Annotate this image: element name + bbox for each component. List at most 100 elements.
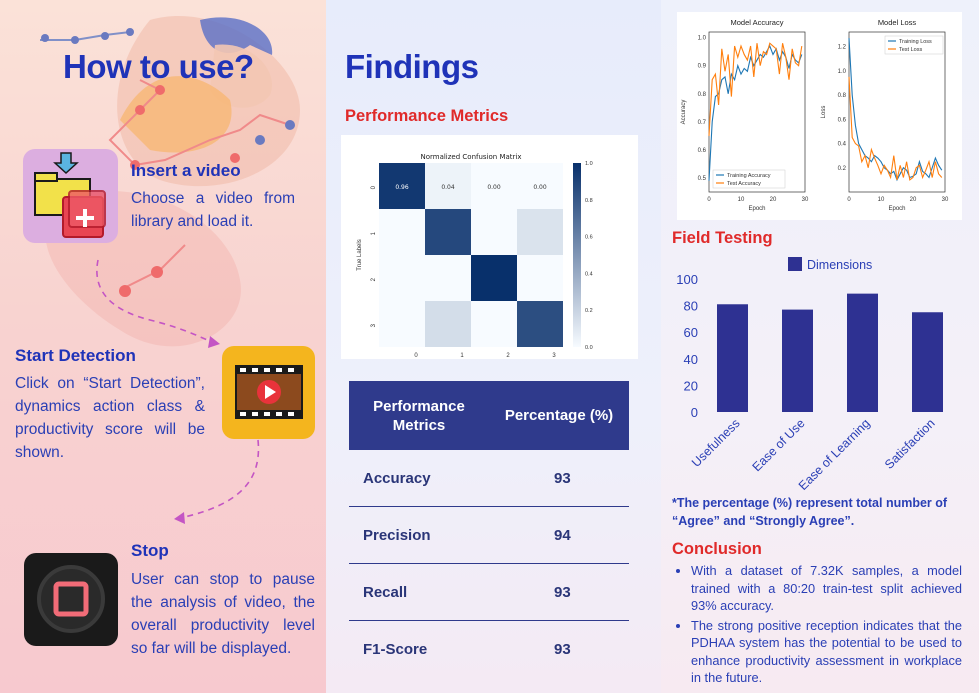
matrix-cell — [471, 301, 517, 347]
insert-video-tile[interactable] — [23, 149, 118, 243]
model-accuracy-chart: Model Accuracy 0 10 20 30 0.5 0.6 0.7 0.8 0.9 1.0 E… — [681, 18, 809, 212]
step-detect-title: Start Detection — [15, 346, 136, 365]
findings-title: Findings — [345, 48, 479, 85]
legend-box — [884, 35, 944, 55]
series-line — [848, 76, 943, 181]
cell-label: 0.04 — [441, 184, 455, 191]
video-play-icon — [235, 365, 303, 419]
matrix-cell — [517, 301, 563, 347]
series-line — [708, 44, 803, 181]
colorbar-tick: 0.2 — [585, 308, 593, 314]
y-tick-label: 60 — [684, 325, 698, 340]
metric-name: Accuracy — [363, 469, 431, 487]
plot-frame — [848, 31, 946, 193]
y-tick-label: 0.4 — [838, 142, 847, 148]
y-tick-label: 0 — [371, 185, 377, 189]
field-testing-title: Field Testing — [672, 229, 773, 247]
y-tick-label: 3 — [371, 323, 377, 327]
matrix-cell — [517, 163, 563, 209]
stop-icon — [37, 565, 105, 633]
legend-label: Test Loss — [899, 47, 922, 53]
x-tick-label: 0 — [414, 353, 418, 359]
x-tick-label: 30 — [802, 197, 809, 203]
x-tick-label: Satisfaction — [882, 416, 938, 472]
cell-label: 0.00 — [487, 184, 501, 191]
y-tick-label: 1.0 — [838, 69, 847, 75]
table-row: Accuracy 93 — [349, 450, 629, 507]
y-tick-label: 0.9 — [698, 64, 707, 70]
x-tick-label: 20 — [910, 197, 917, 203]
legend-label: Dimensions — [807, 258, 872, 272]
x-axis-label: Epoch — [748, 206, 765, 212]
metric-name: F1-Score — [363, 641, 428, 658]
y-tick-label: 0.7 — [698, 120, 707, 126]
x-tick-label: 30 — [942, 197, 949, 203]
x-tick-label: 3 — [552, 353, 556, 359]
x-tick-label: 20 — [770, 197, 777, 203]
colorbar-tick: 0.8 — [585, 198, 593, 204]
field-testing-note: *The percentage (%) represent total numb… — [672, 496, 948, 528]
model-loss-chart: Model Loss 0 10 20 30 0.2 0.4 0.6 0.8 1.0 1.2 Epoch… — [821, 18, 949, 212]
bar — [912, 312, 943, 412]
colorbar-tick: 0.4 — [585, 271, 593, 277]
x-tick-label: 1 — [460, 353, 464, 359]
y-tick-label: 0.6 — [838, 117, 847, 123]
series-line — [848, 38, 943, 182]
how-to-panel: How to use? Insert a video Choose a vide… — [0, 0, 326, 693]
plot-frame — [708, 31, 806, 193]
legend-label: Test Accuracy — [727, 181, 761, 187]
x-tick-label: 2 — [506, 353, 510, 359]
chart-title: Normalized Confusion Matrix — [420, 153, 521, 161]
y-tick-label: 1 — [371, 231, 377, 235]
bar — [717, 304, 748, 412]
step-detect-text: Click on “Start Detection”, dynamics act… — [15, 375, 205, 461]
y-tick-label: 1.2 — [838, 45, 847, 51]
colorbar-tick: 1.0 — [585, 161, 593, 167]
chart-title: Model Loss — [878, 18, 917, 27]
confusion-matrix-card: Normalized Confusion Matrix 0.96 0.04 0.00 0… — [341, 135, 638, 369]
matrix-cell — [471, 209, 517, 255]
matrix-cell — [425, 301, 471, 347]
y-tick-label: 80 — [684, 299, 698, 314]
matrix-cell — [379, 163, 425, 209]
start-detection-tile[interactable] — [222, 346, 315, 439]
step-stop-title: Stop — [131, 541, 169, 560]
x-tick-label: Ease of Learning — [796, 416, 873, 492]
table-row: F1-Score 93 — [349, 621, 629, 678]
chart-title: Model Accuracy — [731, 18, 784, 27]
table-header: Performance Metrics Percentage (%) — [349, 381, 629, 450]
colorbar-tick: 0.6 — [585, 235, 593, 241]
y-tick-label: 0.6 — [698, 148, 707, 154]
header-percentage: Percentage (%) — [504, 407, 614, 424]
step-insert-title: Insert a video — [131, 161, 241, 180]
metric-value: 93 — [554, 583, 571, 601]
legend-label: Training Loss — [899, 39, 932, 45]
legend-label: Training Accuracy — [727, 173, 771, 179]
matrix-cell — [425, 163, 471, 209]
matrix-cell — [517, 209, 563, 255]
how-to-title: How to use? — [63, 48, 254, 85]
colorbar-tick: 0.0 — [585, 345, 593, 351]
x-tick-label: 0 — [707, 197, 711, 203]
table-row: Recall 93 — [349, 564, 629, 621]
metric-value: 94 — [554, 526, 571, 544]
matrix-cell — [379, 301, 425, 347]
bar — [847, 293, 878, 412]
metric-value: 93 — [554, 469, 571, 487]
matrix-cell — [379, 209, 425, 255]
metric-value: 93 — [554, 641, 571, 658]
colorbar — [573, 163, 581, 347]
x-tick-label: 0 — [847, 197, 851, 203]
metrics-table: Performance Metrics Percentage (%) Accur… — [349, 381, 629, 678]
matrix-cell — [425, 255, 471, 301]
legend-swatch — [788, 257, 802, 271]
folder-add-icon — [34, 152, 106, 238]
table-row: Precision 94 — [349, 507, 629, 564]
y-tick-label: 40 — [684, 352, 698, 367]
bar — [782, 309, 813, 412]
y-axis-label: True Labels — [357, 239, 363, 270]
series-line — [708, 42, 803, 136]
stop-tile[interactable] — [24, 553, 118, 646]
conclusion-title: Conclusion — [672, 540, 762, 558]
